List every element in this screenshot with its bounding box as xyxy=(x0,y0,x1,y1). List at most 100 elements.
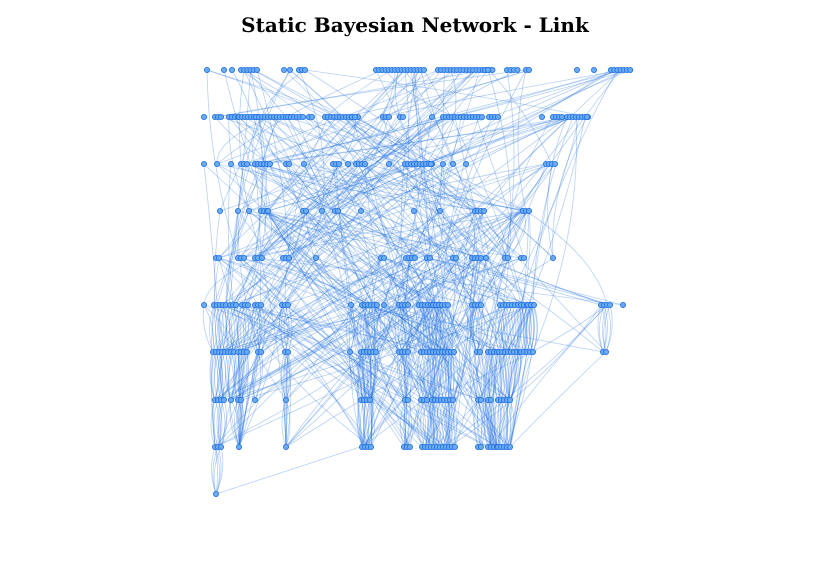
network-edge xyxy=(520,210,531,306)
network-edge xyxy=(218,257,498,448)
network-edge xyxy=(349,351,362,401)
network-edge xyxy=(334,163,547,212)
network-edge xyxy=(426,257,611,306)
network-edge xyxy=(218,210,250,259)
network-edge xyxy=(532,304,538,353)
network-edge xyxy=(428,163,509,259)
network-edge xyxy=(408,116,462,259)
network-edge xyxy=(246,163,476,259)
network-edge xyxy=(435,304,441,353)
network-edge xyxy=(502,304,522,353)
network-edge xyxy=(431,351,437,401)
network-edge xyxy=(304,69,589,118)
network-edge xyxy=(375,304,386,353)
network-node xyxy=(237,396,244,403)
network-edge xyxy=(500,351,506,401)
network-edge xyxy=(260,163,429,306)
network-node xyxy=(285,160,292,167)
network-node xyxy=(506,396,513,403)
network-edge xyxy=(214,257,487,401)
network-edge xyxy=(363,116,580,353)
network-node xyxy=(335,160,342,167)
network-edge xyxy=(449,257,457,401)
network-edge xyxy=(203,304,242,353)
network-node xyxy=(203,67,210,74)
network-edge xyxy=(509,351,521,401)
network-edge xyxy=(222,257,259,306)
network-node xyxy=(526,67,533,74)
network-edge xyxy=(232,69,406,306)
network-edge xyxy=(436,210,485,448)
network-edge xyxy=(360,304,366,353)
network-edge xyxy=(244,116,525,306)
network-edge xyxy=(237,210,524,259)
network-node xyxy=(300,160,307,167)
network-edge xyxy=(448,399,454,448)
network-edge xyxy=(382,69,624,118)
network-edge xyxy=(483,210,528,353)
network-edge xyxy=(444,304,461,401)
network-edge xyxy=(368,351,377,401)
network-edge xyxy=(519,304,525,353)
network-node xyxy=(200,301,207,308)
network-edge xyxy=(285,351,292,448)
network-node xyxy=(444,301,451,308)
network-edge xyxy=(416,351,422,401)
network-node xyxy=(257,301,264,308)
network-edge xyxy=(490,351,498,401)
network-edge xyxy=(217,257,479,401)
network-edge xyxy=(334,163,432,212)
network-edge xyxy=(422,163,473,259)
network-edge xyxy=(357,399,363,448)
network-edge xyxy=(240,163,553,259)
network-edge xyxy=(243,69,323,212)
network-edge xyxy=(209,304,215,353)
network-edge xyxy=(216,304,233,353)
network-edge xyxy=(230,163,336,212)
network-edge xyxy=(224,351,232,401)
network-edge xyxy=(513,304,519,353)
network-node xyxy=(232,301,239,308)
network-edge xyxy=(374,304,385,353)
network-edge xyxy=(230,304,426,353)
network-edge xyxy=(337,69,425,212)
network-edge xyxy=(476,351,482,401)
network-edge xyxy=(417,304,423,353)
network-edge xyxy=(369,304,375,353)
network-node xyxy=(228,67,235,74)
network-edge xyxy=(215,446,224,495)
network-edge xyxy=(203,163,400,353)
network-edge xyxy=(365,351,371,401)
network-edge xyxy=(469,304,478,353)
network-edge xyxy=(240,351,248,401)
network-edge xyxy=(413,210,457,259)
network-edge xyxy=(434,304,440,353)
network-edge xyxy=(493,399,499,448)
network-edge xyxy=(367,257,522,306)
network-edge xyxy=(303,163,400,353)
network-node xyxy=(245,207,252,214)
network-edge xyxy=(266,69,406,212)
network-edge xyxy=(267,210,482,259)
network-node xyxy=(477,443,484,450)
network-node xyxy=(451,443,458,450)
network-edge xyxy=(397,351,406,401)
network-edge xyxy=(240,116,338,259)
network-edge xyxy=(507,351,515,401)
network-edge xyxy=(473,399,479,448)
network-node xyxy=(526,207,533,214)
network-edge xyxy=(406,210,527,448)
network-edge xyxy=(254,304,441,448)
network-edge xyxy=(432,304,438,353)
network-edge xyxy=(364,304,500,353)
network-node xyxy=(436,207,443,214)
network-node xyxy=(215,254,222,261)
network-edge xyxy=(303,69,439,165)
network-edge xyxy=(483,399,489,448)
network-node xyxy=(280,67,287,74)
network-edge xyxy=(214,304,507,448)
network-edge xyxy=(426,351,432,401)
network-edge xyxy=(502,116,580,306)
network-edge xyxy=(479,351,485,401)
network-edge xyxy=(474,257,604,353)
